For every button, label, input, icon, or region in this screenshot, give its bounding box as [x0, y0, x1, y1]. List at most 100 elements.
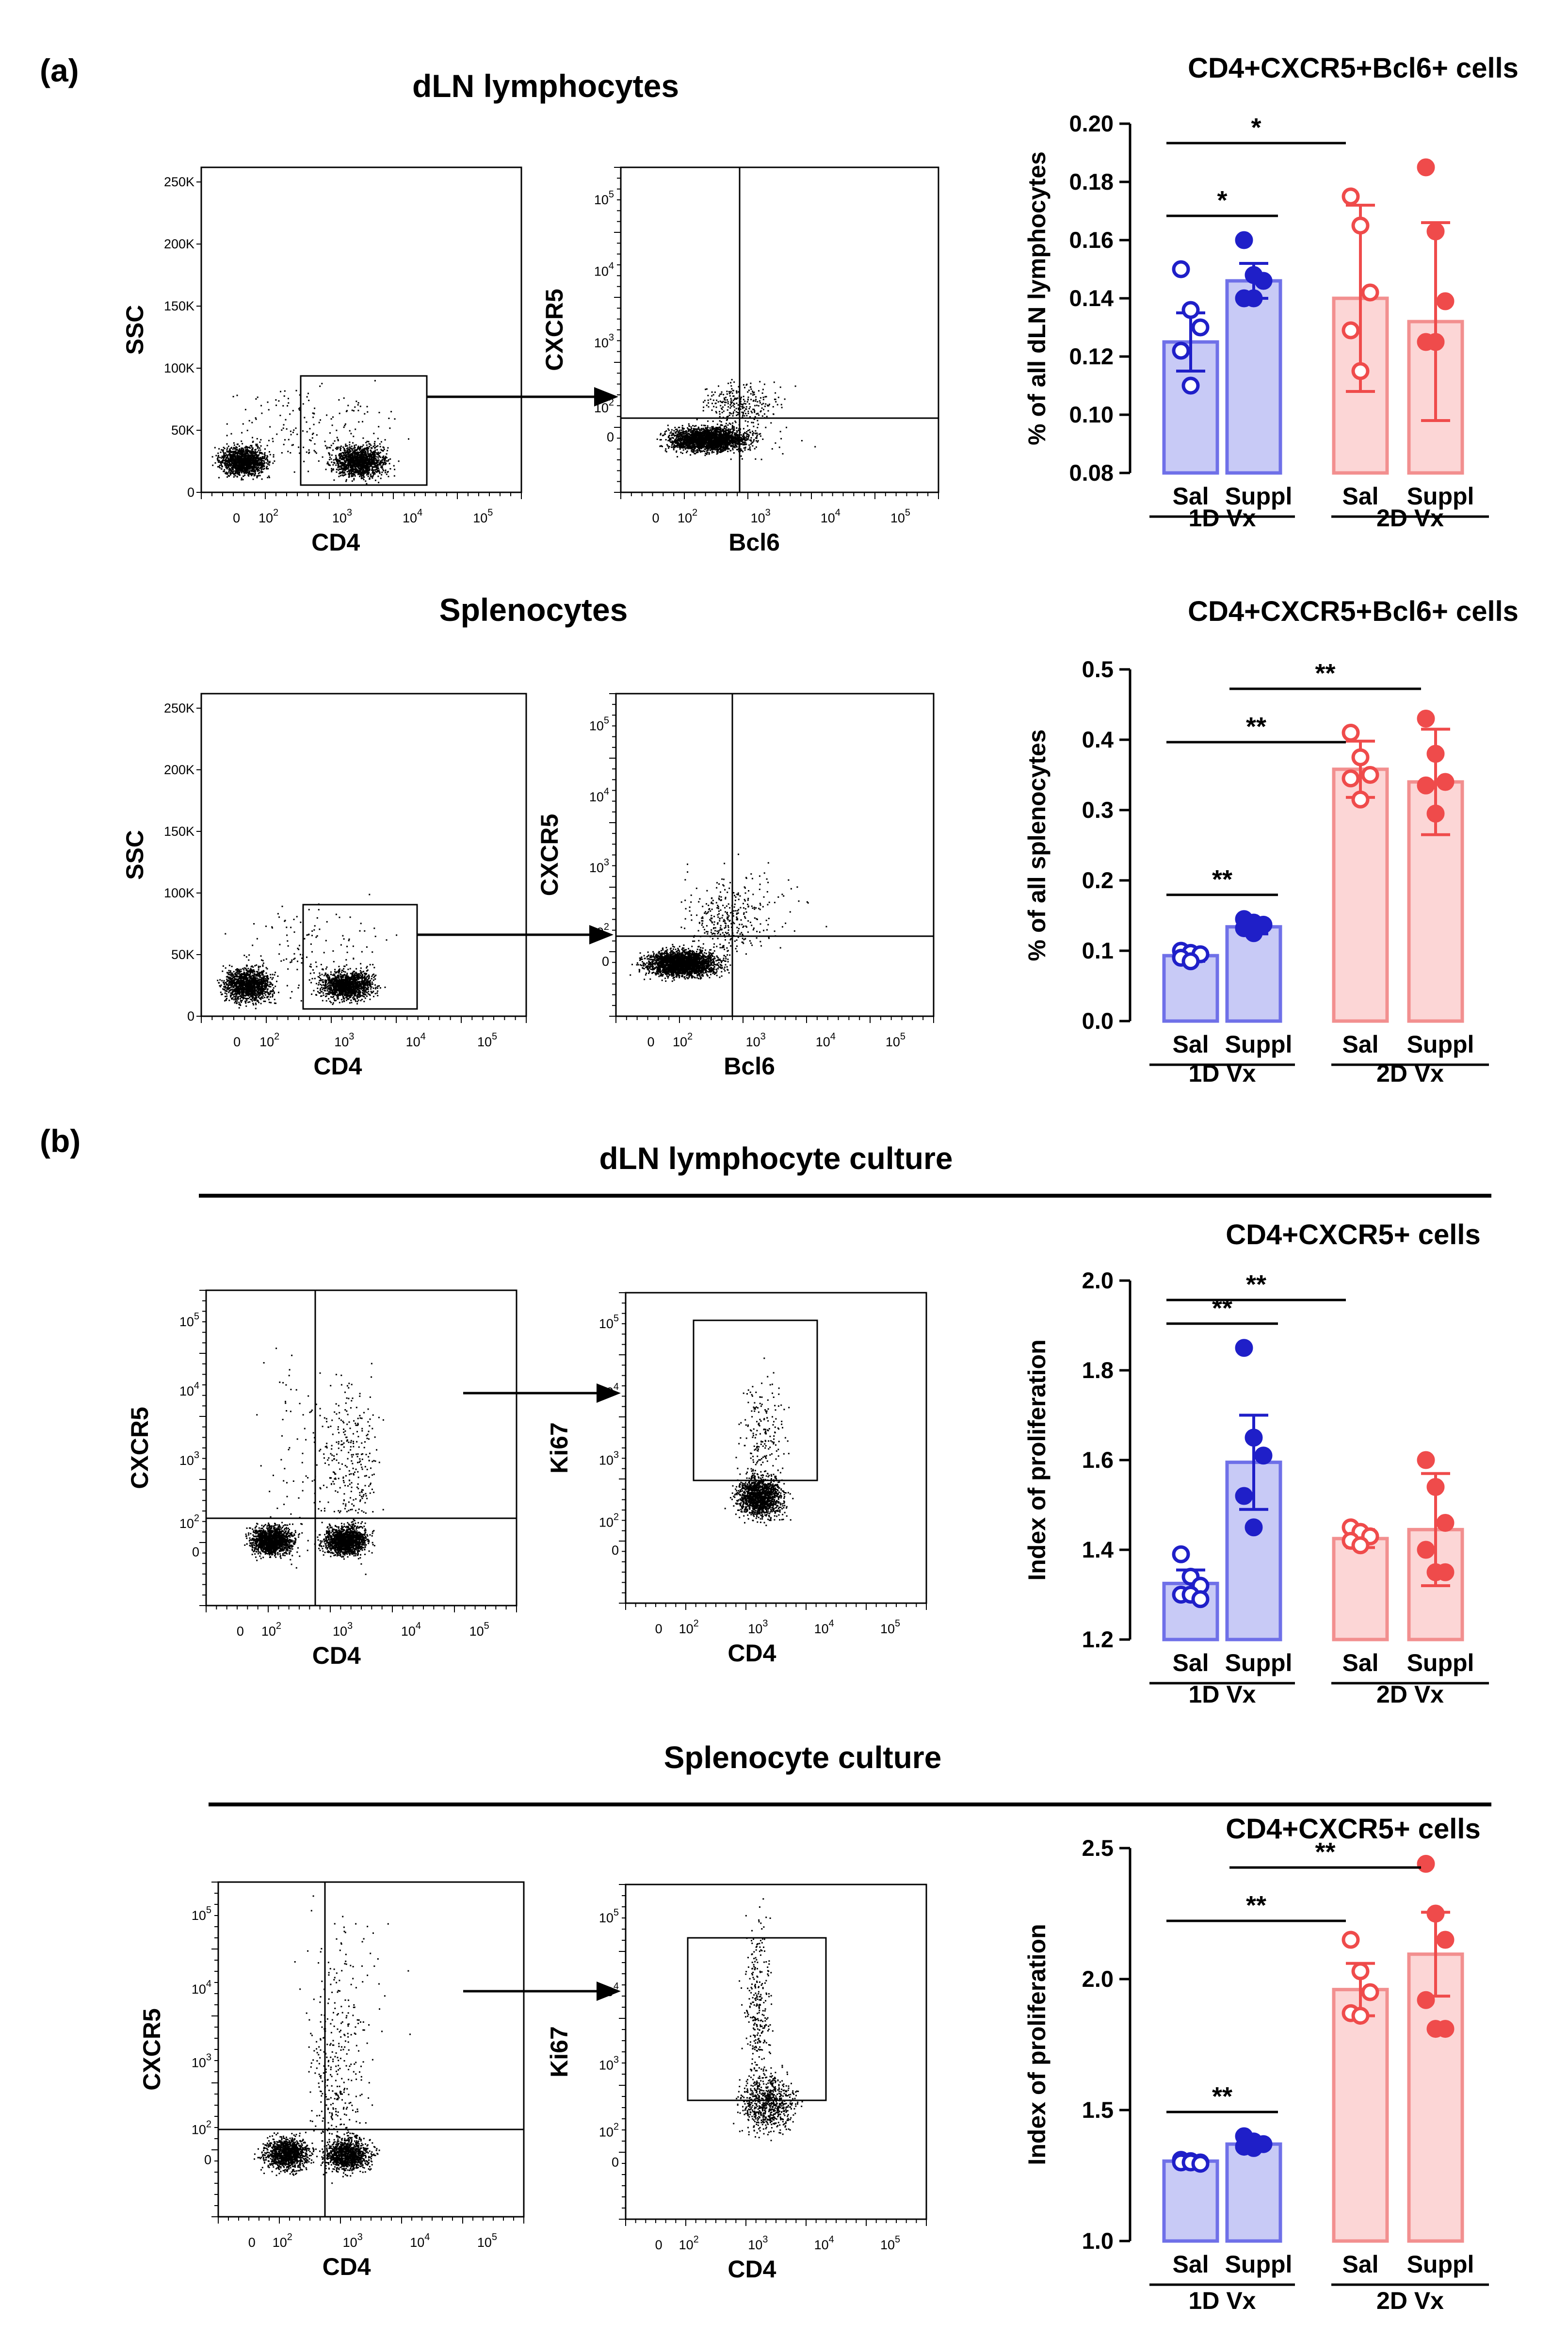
- data-point: [1181, 952, 1200, 971]
- data-point: [1191, 1590, 1210, 1608]
- y-axis-tick-label: 105: [599, 1907, 619, 1925]
- bar-chart-1: CD4+CXCR5+Bcl6+ cells 0.08 0.10 0.12 0.14 0.1…: [1023, 52, 1519, 532]
- x-axis-label: CD4: [727, 2256, 776, 2283]
- category-label: Sal: [1342, 1649, 1378, 1676]
- plot-frame: [625, 1292, 927, 1604]
- heading-dln-lymphocytes: dLN lymphocytes: [412, 68, 679, 104]
- y-axis-tick-label: 0: [612, 1543, 619, 1558]
- category-label: Suppl: [1225, 1031, 1293, 1058]
- x-axis-tick-label: 0: [655, 1622, 663, 1636]
- y-axis-tick-label: 0: [602, 954, 609, 969]
- x-axis-label: Bcl6: [724, 1053, 775, 1080]
- x-axis-label: CD4: [311, 529, 360, 556]
- y-tick-label: 0.4: [1082, 727, 1114, 752]
- y-axis-label: Index of proliferation: [1023, 1924, 1051, 2165]
- chart-title: CD4+CXCR5+Bcl6+ cells: [1188, 596, 1519, 627]
- y-tick-label: 1.5: [1082, 2097, 1114, 2123]
- y-axis-tick-label: 103: [589, 857, 609, 875]
- x-axis-tick-label: 103: [333, 1621, 353, 1639]
- significance-label: **: [1246, 1270, 1266, 1299]
- category-label: Sal: [1342, 483, 1378, 510]
- data-point: [1235, 1487, 1253, 1505]
- x-axis-tick-label: 105: [886, 1031, 905, 1049]
- y-axis-label: SSC: [121, 830, 148, 880]
- y-tick-label: 0.3: [1082, 797, 1114, 823]
- data-point: [1351, 748, 1370, 766]
- data-point: [1245, 1518, 1263, 1537]
- flow-spleno-bcl6-cxcr5: 0 102 103 104 105 105 104 103 102 0 Bcl6 CXCR5: [536, 693, 935, 1080]
- heading-dln-lymphocyte-culture: dLN lymphocyte culture: [599, 1141, 953, 1176]
- y-tick-label: 0.14: [1069, 285, 1114, 311]
- flow-spleno-culture-cd4-ki67: 0 102 103 104 105 105 104 103 102 0 CD4 Ki67: [546, 1884, 927, 2283]
- x-axis-tick-label: 105: [880, 2234, 900, 2252]
- data-point: [1436, 2020, 1455, 2038]
- y-tick-label: 2.5: [1082, 1835, 1114, 1861]
- y-axis-tick-label: 102: [179, 1513, 199, 1531]
- category-label: Sal: [1172, 1031, 1209, 1058]
- y-tick-label: 0.10: [1069, 402, 1114, 427]
- y-axis-tick-label: 0: [607, 430, 614, 444]
- x-axis-label: CD4: [312, 1642, 361, 1669]
- plot-frame: [217, 1881, 525, 2218]
- data-point: [1181, 301, 1200, 319]
- plot-frame: [200, 693, 527, 1017]
- y-tick-label: 0.16: [1069, 227, 1114, 253]
- data-point: [1426, 745, 1445, 763]
- data-point: [1342, 187, 1360, 206]
- category-label: Suppl: [1225, 1649, 1293, 1676]
- y-tick-label: 2.0: [1082, 1267, 1114, 1293]
- data-point: [1426, 1904, 1445, 1923]
- flow-dln-bcl6-cxcr5: 0 102 103 104 105 105 104 103 102 0 Bcl6 CXCR5: [541, 166, 939, 556]
- x-axis-tick-label: 0: [233, 1035, 241, 1049]
- x-axis-tick-label: 102: [273, 2232, 292, 2250]
- y-axis-tick-label: 0: [612, 2155, 619, 2170]
- y-tick-label: 0.2: [1082, 867, 1114, 893]
- y-tick-label: 1.2: [1082, 1626, 1114, 1652]
- significance-label: *: [1217, 186, 1227, 215]
- y-tick-label: 0.0: [1082, 1008, 1114, 1034]
- y-tick-label: 2.0: [1082, 1966, 1114, 1992]
- event-dots: [254, 1895, 411, 2184]
- bar-sal-2d: [1332, 767, 1389, 1023]
- y-axis-tick-label: 105: [179, 1311, 199, 1329]
- category-label: Suppl: [1407, 483, 1474, 510]
- x-axis-label: CD4: [313, 1053, 362, 1080]
- significance-label: **: [1212, 1294, 1232, 1323]
- flow-cytometry-plots: 0 102 103 104 105250K200K150K100K50K0CD4SSC0…: [121, 166, 939, 2283]
- data-point: [1436, 773, 1455, 791]
- data-point: [1417, 1991, 1435, 2009]
- event-dots: [733, 1898, 803, 2142]
- x-axis-tick-label: 105: [477, 2232, 497, 2250]
- significance-label: *: [1251, 113, 1261, 142]
- x-axis-tick-label: 104: [821, 507, 841, 525]
- x-axis-tick-label: 102: [673, 1031, 693, 1049]
- data-point: [1342, 1931, 1360, 1949]
- y-axis-tick-label: 200K: [164, 237, 194, 251]
- x-axis-label: CD4: [727, 1640, 776, 1667]
- y-axis-label: Ki67: [546, 1422, 573, 1474]
- x-axis-tick-label: 102: [679, 1618, 699, 1636]
- y-axis-tick-label: 104: [594, 260, 614, 278]
- data-point: [1235, 231, 1253, 249]
- bar-sal-1d: [1162, 2159, 1219, 2243]
- data-point: [1342, 724, 1360, 742]
- significance-label: **: [1212, 865, 1232, 894]
- bar-charts: CD4+CXCR5+Bcl6+ cells 0.08 0.10 0.12 0.14 0.1…: [1023, 52, 1519, 2314]
- y-axis-tick-label: 104: [599, 1981, 619, 1999]
- bar-chart-3: CD4+CXCR5+ cells 1.2 1.4 1.6 1.8 2.0 Index of …: [1023, 1219, 1489, 1708]
- x-axis-tick-label: 0: [237, 1624, 244, 1639]
- event-dots: [724, 1357, 794, 1527]
- data-point: [1361, 1983, 1379, 2001]
- group-label: 2D Vx: [1376, 504, 1444, 532]
- category-label: Sal: [1342, 1031, 1378, 1058]
- x-axis-tick-label: 105: [477, 1031, 497, 1049]
- gate-rectangle: [300, 375, 428, 486]
- y-tick-label: 0.12: [1069, 343, 1114, 369]
- chart-title: CD4+CXCR5+Bcl6+ cells: [1188, 52, 1519, 84]
- y-axis-tick-label: 150K: [164, 824, 194, 839]
- group-label: 1D Vx: [1189, 2287, 1256, 2314]
- panel-label-a: (a): [40, 52, 79, 88]
- x-axis-tick-label: 0: [233, 511, 240, 525]
- y-axis-tick-label: 105: [599, 1313, 619, 1331]
